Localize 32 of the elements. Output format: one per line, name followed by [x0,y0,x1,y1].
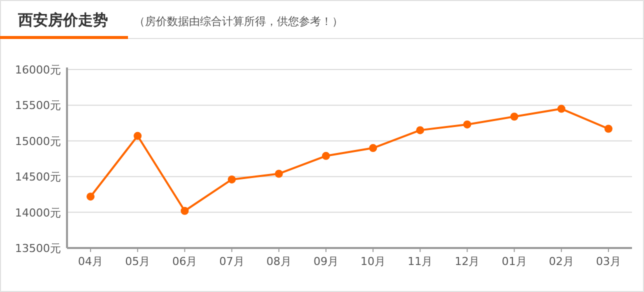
x-tick-label: 05月 [125,255,150,268]
x-tick-label: 08月 [266,255,292,268]
point [228,175,236,184]
point [604,124,612,133]
chart-subtitle: （房价数据由综合计算所得，供您参考！） [134,15,343,28]
point [180,206,189,215]
x-tick-label: 03月 [596,255,621,268]
point [274,170,283,178]
x-tick-label: 12月 [454,255,480,268]
point [369,144,378,152]
point [86,192,95,201]
y-tick-label: 14500元 [15,170,61,184]
point [322,152,330,160]
y-tick-label: 15500元 [15,99,61,112]
x-tick-label: 09月 [313,255,338,268]
x-tick-label: 02月 [548,255,574,268]
x-tick-label: 11月 [408,255,433,268]
x-tick-label: 10月 [360,255,386,268]
point [134,132,142,140]
y-tick-label: 13500元 [15,242,61,255]
y-tick-label: 16000元 [15,64,61,76]
y-tick-label: 14000元 [15,206,61,220]
x-tick-label: 06月 [172,255,198,268]
point [463,120,472,128]
point [557,104,566,113]
x-tick-label: 04月 [78,255,104,268]
y-tick-label: 15000元 [15,134,61,148]
point [416,126,424,134]
x-tick-label: 07月 [219,255,244,268]
chart-title: 西安房价走势 [17,11,108,29]
point [510,112,518,121]
x-tick-label: 01月 [502,255,527,268]
